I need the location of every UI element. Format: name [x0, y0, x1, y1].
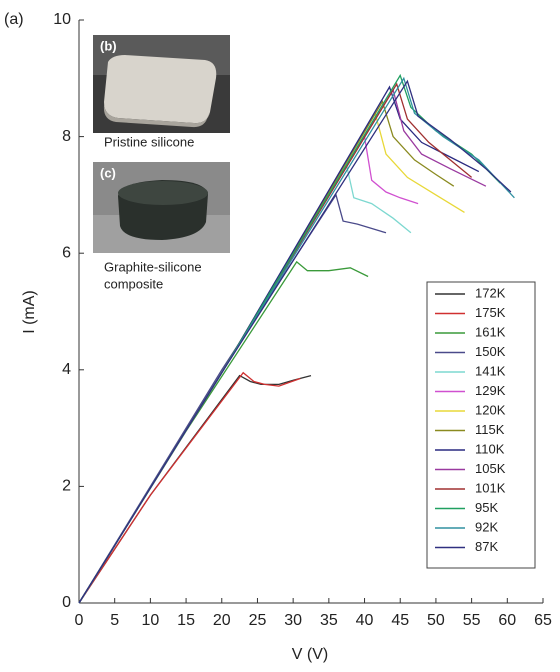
series-line — [78, 260, 369, 604]
series-line — [78, 371, 301, 604]
x-tick-label: 65 — [534, 612, 552, 629]
inset-label: (c) — [100, 165, 116, 180]
inset-caption: Pristine silicone — [104, 134, 194, 149]
inset-label: (b) — [100, 38, 117, 53]
legend-label: 95K — [475, 500, 498, 515]
y-axis-label: I (mA) — [21, 290, 38, 334]
series-line — [78, 79, 512, 604]
series-line — [78, 193, 387, 604]
inset-caption: composite — [104, 276, 163, 291]
y-tick-label: 0 — [62, 594, 71, 611]
y-tick-label: 6 — [62, 244, 71, 261]
x-tick-label: 55 — [463, 612, 481, 629]
x-tick-label: 35 — [320, 612, 338, 629]
y-tick-label: 10 — [53, 11, 71, 28]
x-tick-label: 20 — [213, 612, 231, 629]
legend-label: 175K — [475, 305, 506, 320]
inset-photo — [93, 35, 230, 133]
x-tick-label: 25 — [249, 612, 267, 629]
legend-label: 141K — [475, 363, 506, 378]
legend-label: 110K — [475, 441, 505, 456]
legend-label: 101K — [475, 480, 506, 495]
x-tick-label: 40 — [356, 612, 374, 629]
x-axis-label: V (V) — [292, 646, 328, 663]
x-tick-label: 45 — [391, 612, 409, 629]
legend-label: 129K — [475, 383, 506, 398]
x-tick-label: 15 — [177, 612, 195, 629]
legend-label: 115K — [475, 422, 505, 437]
inset-photo — [93, 162, 230, 253]
y-tick-label: 8 — [62, 128, 71, 145]
inset-caption: Graphite-silicone — [104, 259, 202, 274]
y-tick-label: 4 — [62, 361, 71, 378]
series-line — [78, 82, 473, 604]
panel-label: (a) — [4, 11, 24, 28]
legend-label: 172K — [475, 285, 506, 300]
legend-label: 161K — [475, 324, 506, 339]
y-tick-label: 2 — [62, 478, 71, 495]
x-tick-label: 30 — [284, 612, 302, 629]
legend-label: 92K — [475, 519, 498, 534]
series-line — [78, 374, 312, 604]
x-tick-label: 60 — [498, 612, 516, 629]
legend-label: 120K — [475, 402, 506, 417]
x-tick-label: 5 — [110, 612, 119, 629]
x-tick-label: 10 — [141, 612, 159, 629]
legend-label: 87K — [475, 539, 498, 554]
x-tick-label: 50 — [427, 612, 445, 629]
x-tick-label: 0 — [75, 612, 84, 629]
legend-box — [426, 281, 536, 569]
legend-label: 150K — [475, 344, 506, 359]
legend-label: 105K — [475, 461, 506, 476]
